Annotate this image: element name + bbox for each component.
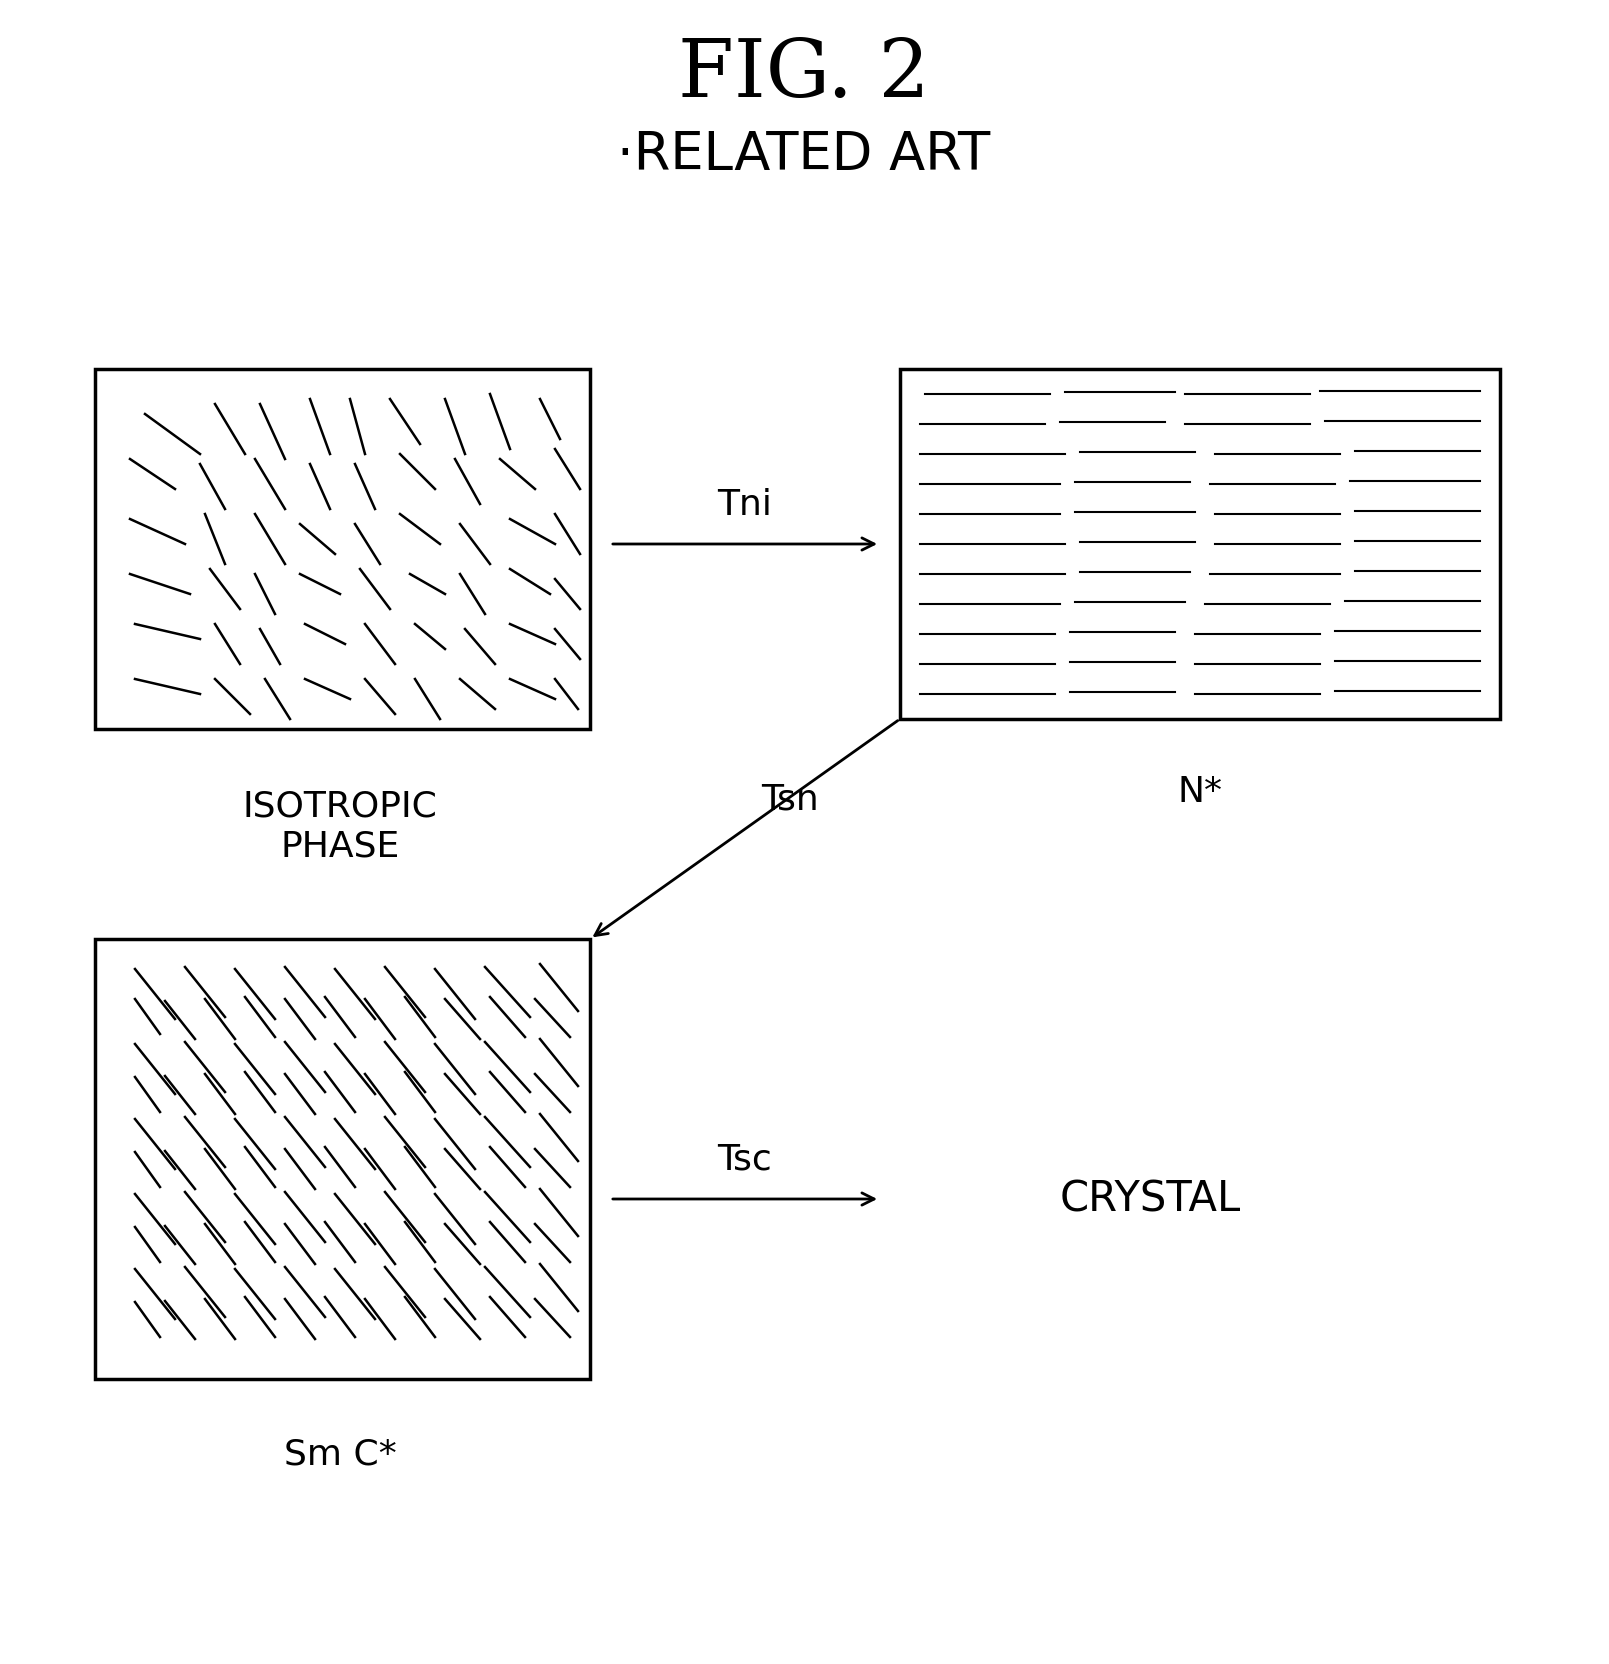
Text: ISOTROPIC
PHASE: ISOTROPIC PHASE — [243, 789, 438, 864]
Text: FIG. 2: FIG. 2 — [677, 37, 930, 113]
Text: CRYSTAL: CRYSTAL — [1060, 1178, 1241, 1220]
Text: N*: N* — [1178, 774, 1223, 809]
Text: Tsc: Tsc — [718, 1142, 772, 1176]
Text: Sm C*: Sm C* — [283, 1438, 396, 1471]
Bar — [95, 369, 591, 729]
Text: ·RELATED ART: ·RELATED ART — [618, 128, 991, 181]
Bar — [899, 369, 1500, 719]
Text: Tsn: Tsn — [761, 782, 819, 817]
Text: Tni: Tni — [718, 488, 772, 522]
Bar — [95, 940, 591, 1379]
